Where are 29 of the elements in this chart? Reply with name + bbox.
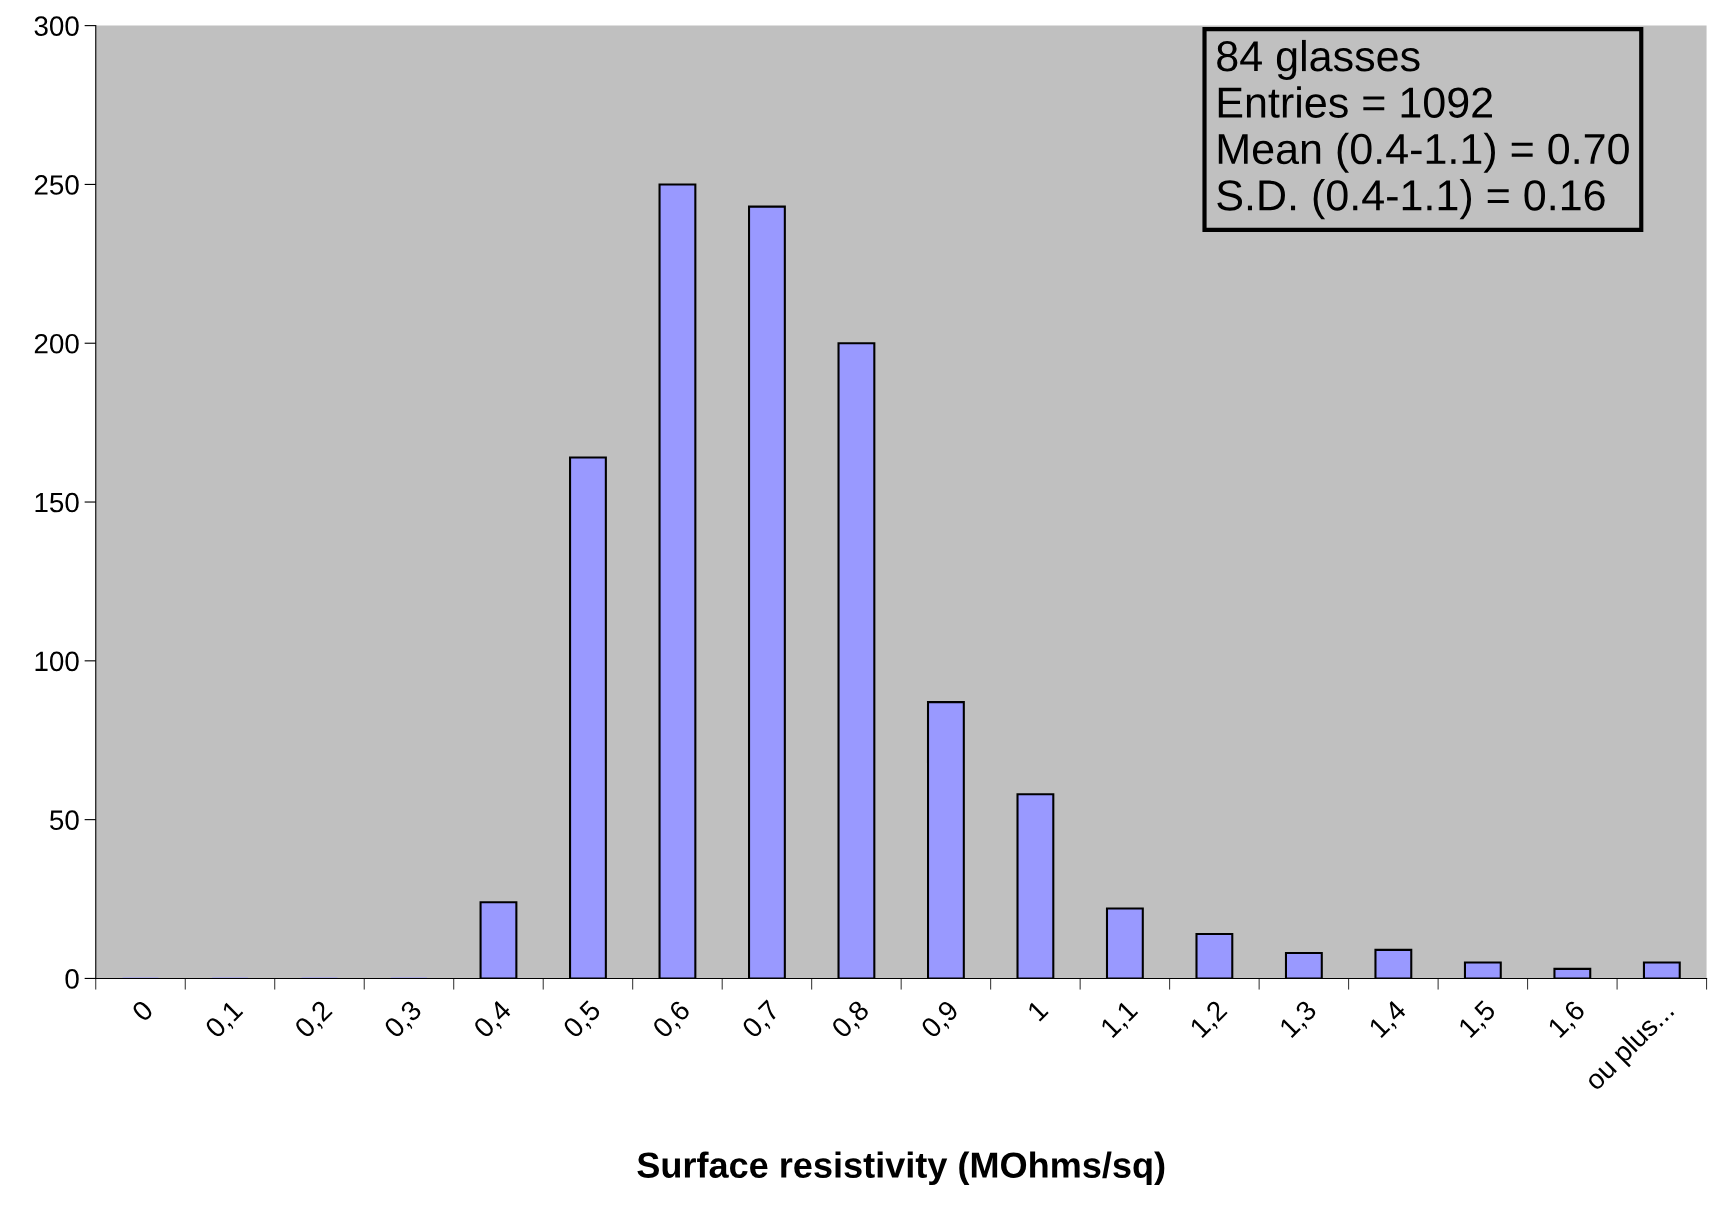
x-tick-label: 0,8 — [830, 999, 873, 1042]
annotation: S.D. (0.4-1.1) = 0.16 — [1217, 179, 1605, 220]
x-tick-label: 0,5 — [561, 999, 604, 1042]
y-tick-label: 0 — [65, 969, 79, 989]
x-tick-label: 0,7 — [740, 999, 783, 1042]
x-tick-label: 1,5 — [1457, 999, 1499, 1041]
y-tick-label: 250 — [34, 175, 79, 195]
x-tick-label: 0,9 — [919, 999, 962, 1042]
x-tick-label: 1 — [1026, 999, 1049, 1022]
x-axis-title: Surface resistivity (MOhms/sq) — [637, 1151, 1165, 1186]
x-tick-label: 0,2 — [293, 999, 336, 1042]
y-tick-label: 300 — [34, 16, 79, 36]
x-tick-label: 1,2 — [1189, 999, 1231, 1041]
annotation: 84 glasses — [1217, 39, 1420, 81]
x-tick-label: 0,3 — [382, 999, 425, 1042]
x-tick-label: 1,3 — [1278, 999, 1320, 1041]
x-tick-label: 0,4 — [472, 998, 515, 1042]
x-tick-label: 0,1 — [203, 999, 246, 1042]
x-tick-label: 1,6 — [1547, 999, 1589, 1041]
y-tick-label: 50 — [50, 810, 79, 830]
y-tick-label: 100 — [35, 651, 79, 672]
x-tick-label: 1,4 — [1368, 999, 1410, 1041]
annotation: Mean (0.4-1.1) = 0.70 — [1218, 132, 1629, 173]
x-tick-label: 1,1 — [1099, 999, 1141, 1041]
y-tick-label: 200 — [34, 333, 79, 354]
y-tick-label: 150 — [35, 492, 79, 513]
x-tick-label: 0 — [130, 999, 155, 1023]
x-tick-label: 0,6 — [651, 999, 694, 1042]
annotation: Entries = 1092 — [1218, 86, 1492, 118]
